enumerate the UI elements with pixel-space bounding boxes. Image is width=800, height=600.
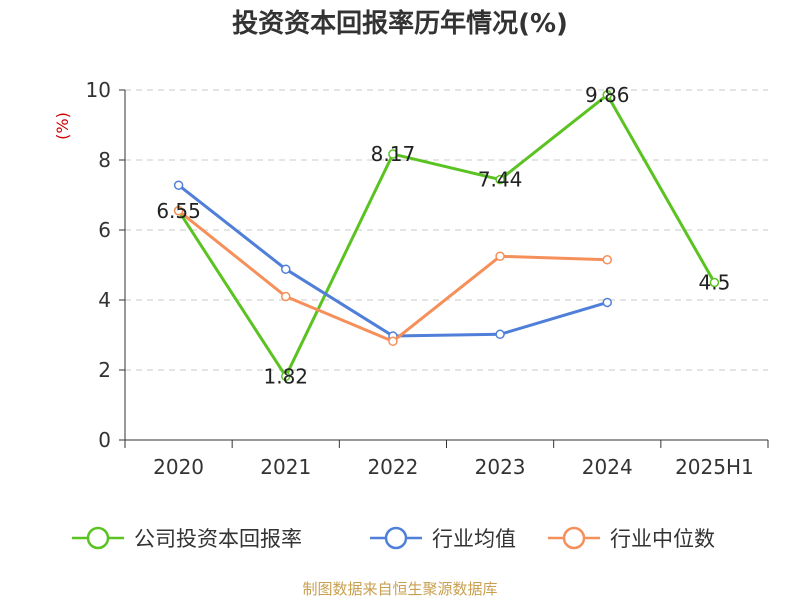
data-label-2022: 8.17: [371, 142, 416, 166]
y-tick-label-2: 2: [98, 358, 111, 382]
data-label-2020: 6.55: [156, 199, 201, 223]
series-1-point-2024: [602, 297, 612, 308]
legend-label-0: 公司投资本回报率: [134, 527, 302, 551]
series-0-point-2023: [495, 174, 505, 185]
chart-title: 投资资本回报率历年情况(%): [232, 8, 568, 39]
legend-swatch-marker-2: [562, 526, 586, 550]
series-2-point-2020: [173, 206, 184, 216]
data-label-2024: 9.86: [585, 83, 630, 107]
x-tick-label-2020: 2020: [153, 455, 204, 479]
legend: 公司投资本回报率 行业均值 行业中位数: [72, 526, 715, 551]
x-tick-label-2022: 2022: [367, 455, 418, 479]
y-tick-label-10: 10: [86, 78, 111, 102]
x-tick-label-2025H1: 2025H1: [675, 455, 754, 479]
series-lines: [173, 90, 720, 382]
x-tick-label-2024: 2024: [582, 455, 633, 479]
data-label-2021: 1.82: [263, 364, 308, 388]
data-source-footer: 制图数据来自恒生聚源数据库: [302, 580, 497, 598]
legend-swatch-marker-1: [384, 526, 408, 550]
x-tick-label-2023: 2023: [475, 455, 526, 479]
series-1-point-2021: [281, 264, 291, 274]
y-tick-label-0: 0: [98, 428, 111, 452]
series-1-point-2020: [173, 180, 184, 190]
series-2-point-2023: [495, 251, 505, 261]
series-2-point-2021: [281, 291, 291, 302]
series-0-point-2021: [281, 371, 291, 382]
series-2-point-2024: [602, 255, 612, 265]
series-1-point-2023: [495, 329, 505, 340]
data-label-2023: 7.44: [478, 168, 523, 192]
y-tick-label-4: 4: [98, 288, 111, 312]
series-2-point-2022: [388, 336, 398, 347]
y-tick-label-8: 8: [98, 148, 111, 172]
y-tick-label-6: 6: [98, 218, 111, 242]
legend-label-2: 行业中位数: [610, 527, 715, 551]
series-line-0: [177, 93, 716, 378]
axes: 0 2 4 6 8 10 2020 2021 2022 2023 2024 2025H1: [86, 78, 769, 479]
x-tick-label-2021: 2021: [260, 455, 311, 479]
series-0-point-2022: [388, 149, 398, 159]
series-0-point-2025H1: [709, 277, 720, 288]
legend-swatch-marker-0: [86, 526, 110, 550]
data-labels: 6.55 1.82 8.17 7.44 9.86 4.5: [156, 83, 730, 388]
grid-lines: [125, 89, 768, 371]
legend-label-1: 行业均值: [432, 527, 516, 551]
data-label-2025H1: 4.5: [699, 271, 731, 295]
y-axis-unit-label: (%): [53, 112, 72, 140]
series-0-point-2024: [602, 90, 612, 100]
